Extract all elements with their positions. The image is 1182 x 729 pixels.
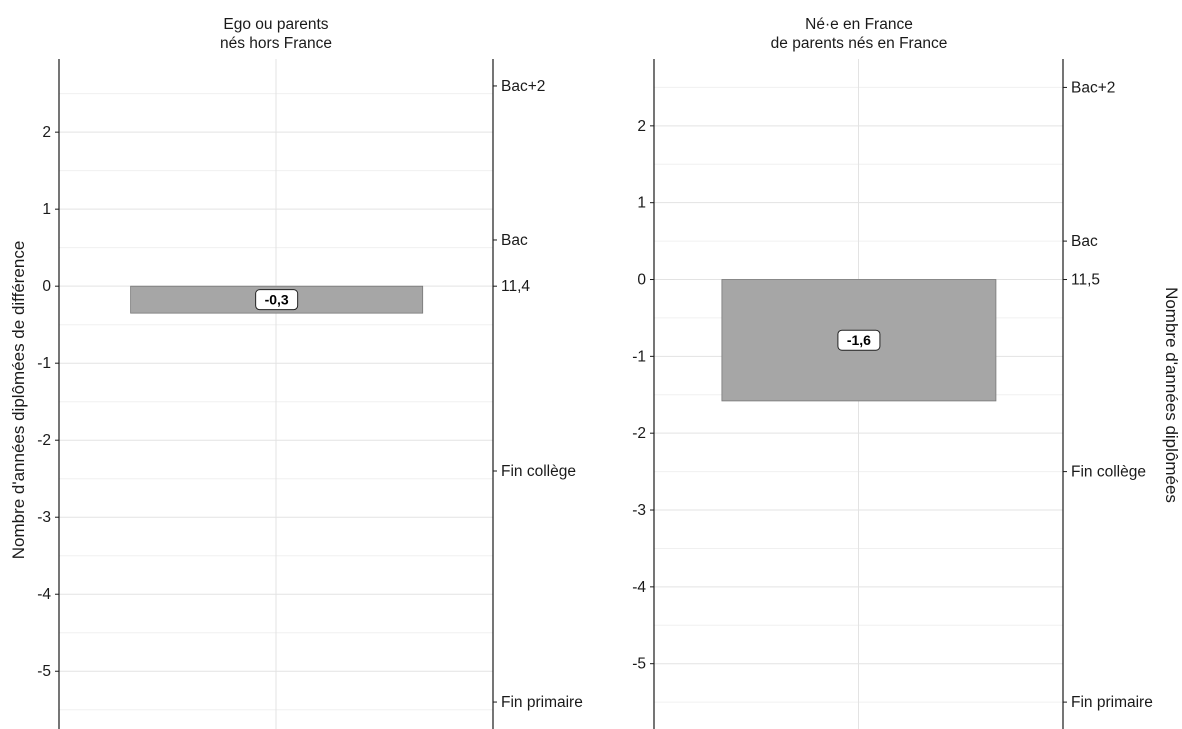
y-axis-title-right: Nombre d'années diplômées — [1162, 287, 1181, 503]
y-tick-label: -4 — [632, 579, 646, 596]
panel-title-line: Ego ou parents — [223, 16, 328, 33]
y-axis-title-left: Nombre d'années diplômées de différence — [9, 241, 28, 560]
y-tick-label: -3 — [632, 502, 646, 519]
secondary-tick-label: Bac — [1071, 233, 1098, 250]
y-tick-label: -2 — [37, 432, 51, 449]
secondary-tick-label: Bac+2 — [501, 78, 545, 95]
secondary-tick-label: Fin collège — [1071, 464, 1146, 481]
bar-label: -1,6 — [847, 332, 871, 348]
y-tick-label: -2 — [632, 425, 646, 442]
panel-right: Né·e en France de parents nés en France -1… — [632, 16, 1153, 729]
y-tick-label: -5 — [37, 663, 51, 680]
y-tick-label: -4 — [37, 586, 51, 603]
y-tick-label: 1 — [42, 201, 51, 218]
y-tick-label: 2 — [42, 124, 51, 141]
secondary-tick-label: Fin primaire — [501, 694, 583, 711]
y-tick-label: 0 — [637, 272, 646, 289]
bar-label-box — [837, 329, 881, 351]
panel-title-line: de parents nés en France — [771, 35, 948, 52]
y-tick-label: -3 — [37, 509, 51, 526]
secondary-tick-label: Fin primaire — [1071, 694, 1153, 711]
y-tick-label: -5 — [632, 656, 646, 673]
bar-label-box — [255, 289, 299, 311]
panel-left: Ego ou parents nés hors France -0,3 2 1 0 -1 -2… — [37, 16, 583, 729]
secondary-tick-label: Bac+2 — [1071, 79, 1115, 96]
secondary-tick-label: Bac — [501, 232, 528, 249]
panel-title-line: nés hors France — [220, 35, 332, 52]
secondary-tick-label: 11,4 — [501, 278, 530, 295]
secondary-tick-label: 11,5 — [1071, 272, 1100, 289]
y-tick-label: 2 — [637, 118, 646, 135]
y-tick-label: 1 — [637, 195, 646, 212]
y-tick-label: -1 — [632, 348, 646, 365]
y-tick-label: -1 — [37, 355, 51, 372]
bar-label: -0,3 — [265, 292, 289, 308]
secondary-tick-label: Fin collège — [501, 463, 576, 480]
panel-title-line: Né·e en France — [805, 16, 913, 33]
y-tick-label: 0 — [42, 278, 51, 295]
